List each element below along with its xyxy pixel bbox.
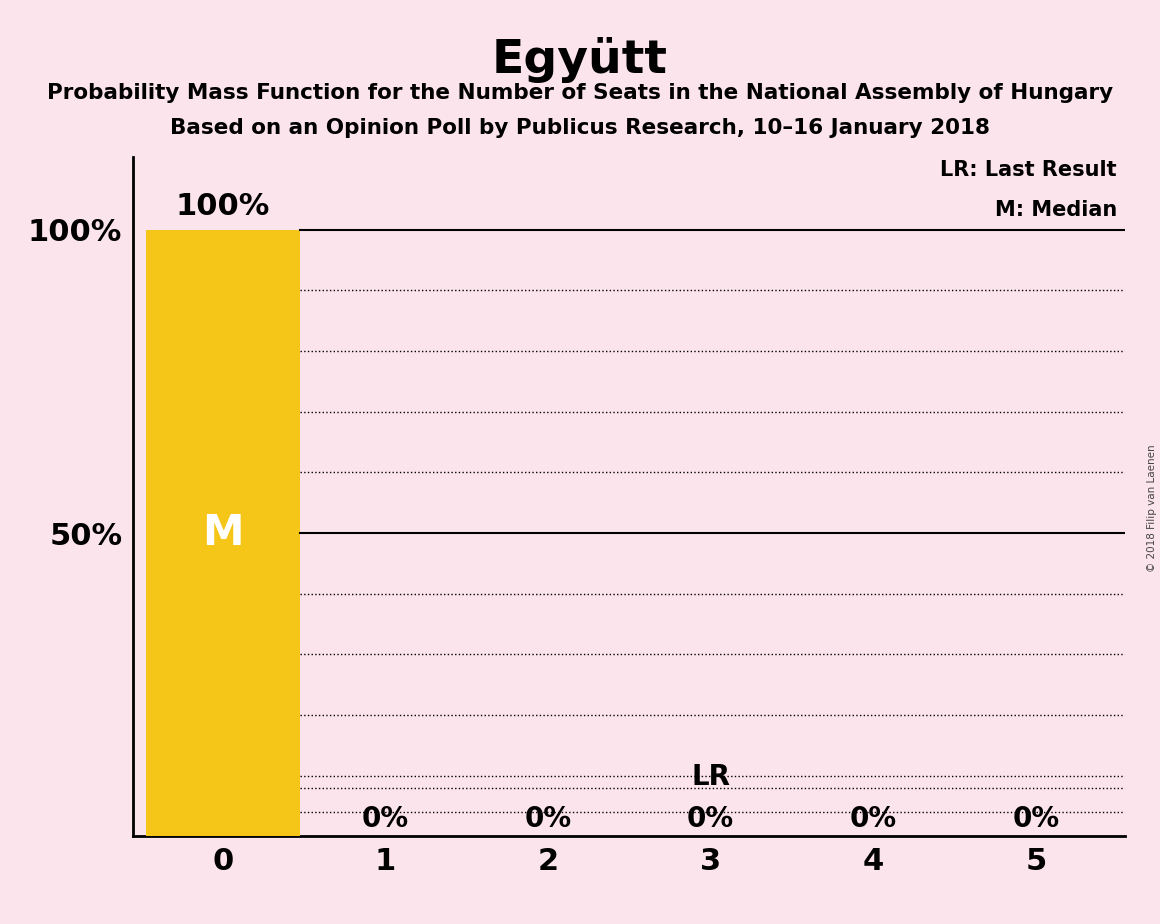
Text: LR: LR xyxy=(691,762,730,791)
Text: 0%: 0% xyxy=(362,805,409,833)
Text: M: M xyxy=(202,512,244,554)
Text: LR: Last Result: LR: Last Result xyxy=(941,160,1117,180)
Text: 0%: 0% xyxy=(687,805,734,833)
Text: Based on an Opinion Poll by Publicus Research, 10–16 January 2018: Based on an Opinion Poll by Publicus Res… xyxy=(171,118,989,139)
Text: 0%: 0% xyxy=(849,805,897,833)
Text: Együtt: Együtt xyxy=(492,37,668,83)
Text: Probability Mass Function for the Number of Seats in the National Assembly of Hu: Probability Mass Function for the Number… xyxy=(46,83,1114,103)
Text: 0%: 0% xyxy=(524,805,572,833)
Text: 0%: 0% xyxy=(1013,805,1059,833)
Text: 100%: 100% xyxy=(175,192,270,221)
Text: M: Median: M: Median xyxy=(995,200,1117,220)
Bar xyxy=(146,230,300,836)
Text: © 2018 Filip van Laenen: © 2018 Filip van Laenen xyxy=(1147,444,1157,572)
